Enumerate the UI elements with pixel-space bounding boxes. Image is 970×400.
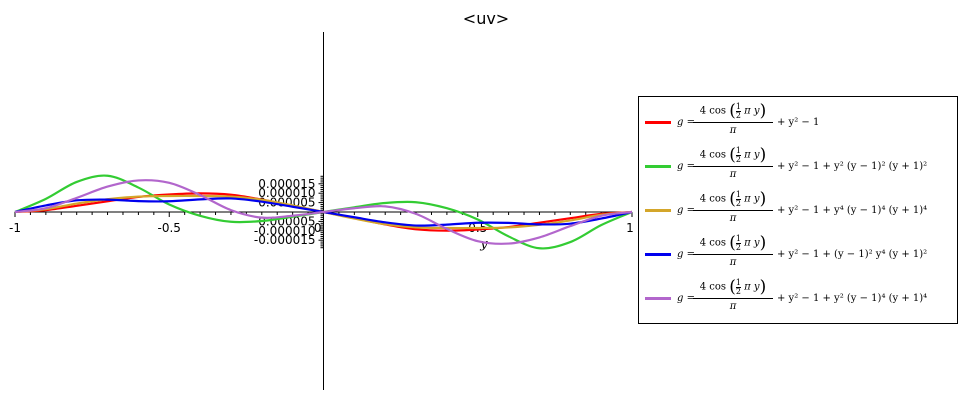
legend-fraction: 4 cos (1 2 π y) π [693,277,773,312]
legend-fraction: 4 cos (1 2 π y) π [693,145,773,180]
legend-fraction: 4 cos (1 2 π y) π [693,233,773,268]
x-tick-label: -1 [9,221,21,235]
legend-swatch [645,121,671,124]
legend-item: g = 4 cos (1 2 π y) π + y² − 1 + y² (y − 1)²… [639,145,957,189]
legend-lhs: g = [677,293,695,304]
y-tick-label: 0.000010 [258,186,315,200]
series-line-5 [14,179,633,245]
y-tick-label: -0.000010 [254,224,316,238]
x-axis-label: y [479,237,488,252]
legend-lhs: g = [677,117,695,128]
chart-title: <uv> [463,9,509,28]
series-group [14,174,633,250]
legend-lhs: g = [677,249,695,260]
legend-item: g = 4 cos (1 2 π y) π + y² − 1 + y² (y − 1)⁴… [639,277,957,321]
legend-rhs: + y² − 1 + y⁴ (y − 1)⁴ (y + 1)⁴ [777,205,928,216]
legend-rhs: + y² − 1 + (y − 1)² y⁴ (y + 1)² [777,249,928,260]
y-tick-label: 0.000015 [258,177,315,191]
legend-item: g = 4 cos (1 2 π y) π + y² − 1 + y⁴ (y − 1)⁴… [639,189,957,233]
x-tick-label: 1 [626,221,634,235]
legend-swatch [645,209,671,212]
legend-swatch [645,297,671,300]
legend-item: g = 4 cos (1 2 π y) π + y² − 1 [639,101,957,145]
legend-lhs: g = [677,161,695,172]
x-tick-label: 0 [314,221,322,235]
legend-item: g = 4 cos (1 2 π y) π + y² − 1 + (y − 1)² y⁴… [639,233,957,277]
legend-swatch [645,253,671,256]
y-tick-label: -0.000015 [254,233,316,247]
legend-rhs: + y² − 1 [777,117,820,128]
legend-lhs: g = [677,205,695,216]
legend-rhs: + y² − 1 + y² (y − 1)² (y + 1)² [777,161,928,172]
legend-rhs: + y² − 1 + y² (y − 1)⁴ (y + 1)⁴ [777,293,928,304]
legend-fraction: 4 cos (1 2 π y) π [693,189,773,224]
legend-fraction: 4 cos (1 2 π y) π [693,101,773,136]
legend-swatch [645,165,671,168]
x-tick-label: -0.5 [158,221,181,235]
